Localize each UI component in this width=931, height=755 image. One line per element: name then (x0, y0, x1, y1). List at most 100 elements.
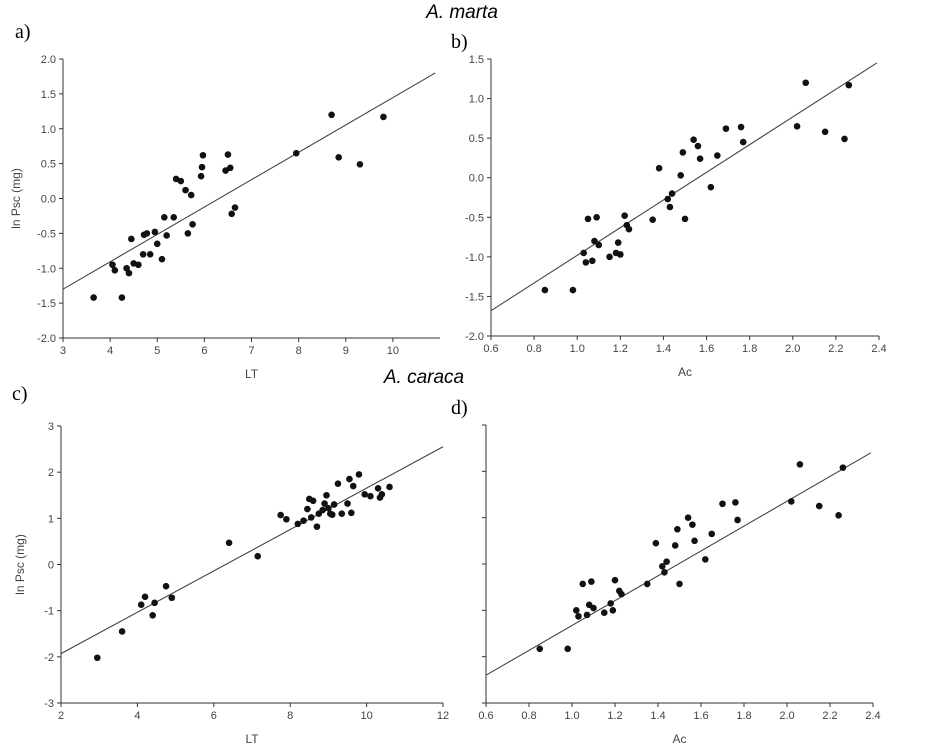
data-point (607, 600, 614, 607)
data-point (346, 475, 353, 483)
x-tick-label: 2.0 (785, 343, 800, 355)
data-point (349, 482, 357, 490)
data-point (707, 183, 715, 191)
data-point (617, 251, 624, 258)
data-point (536, 645, 544, 653)
x-tick-label: 1.0 (564, 710, 579, 722)
data-point (184, 230, 192, 237)
data-point (224, 151, 232, 158)
x-tick-label: 10 (387, 345, 399, 357)
data-point (722, 125, 730, 132)
data-point (589, 257, 596, 265)
data-point (300, 517, 307, 524)
data-point (187, 191, 195, 199)
data-point (580, 249, 587, 257)
y-tick-label: 0.5 (469, 133, 484, 145)
data-point (338, 510, 346, 518)
data-point (618, 590, 625, 598)
x-axis-title: Ac (672, 732, 686, 746)
data-point (334, 480, 342, 488)
data-point (90, 294, 97, 301)
data-point (189, 221, 196, 228)
data-point (182, 186, 189, 194)
data-point (125, 269, 133, 277)
data-point (796, 461, 804, 468)
y-tick-label: -2 (44, 652, 54, 664)
data-point (821, 128, 829, 136)
x-tick-label: 0.6 (483, 343, 498, 355)
data-point (325, 504, 332, 512)
data-point (684, 514, 692, 521)
data-point (676, 580, 683, 588)
data-point (378, 491, 386, 498)
panel-label-c: c) (12, 383, 28, 405)
data-point (228, 210, 236, 218)
data-point (139, 251, 147, 258)
data-point (845, 81, 853, 89)
data-point (118, 628, 126, 635)
y-tick-label: -1.5 (37, 298, 56, 310)
y-tick-label: 2.0 (41, 54, 56, 66)
data-point (197, 172, 205, 180)
x-tick-label: 0.6 (478, 710, 493, 722)
data-point (815, 502, 823, 510)
y-tick-label: -0.5 (465, 212, 484, 224)
x-tick-label: 2.4 (871, 343, 886, 355)
data-point (788, 498, 795, 505)
data-point (254, 552, 262, 560)
data-point (611, 576, 619, 584)
y-axis-title: ln Psc (mg) (9, 168, 23, 229)
data-point (277, 511, 284, 519)
data-point (664, 195, 672, 203)
x-tick-label: 1.8 (736, 710, 751, 722)
y-tick-label: 1.0 (469, 94, 484, 106)
data-point (582, 259, 590, 266)
data-point (677, 172, 684, 179)
data-point (135, 261, 142, 269)
data-point (304, 505, 311, 513)
data-point (335, 154, 342, 161)
data-point (621, 212, 628, 220)
data-point (674, 525, 681, 533)
x-tick-label: 10 (360, 710, 372, 722)
data-point (162, 582, 170, 590)
regression-line (490, 62, 878, 312)
data-point (591, 237, 598, 245)
scatter-chart-b: 0.6 0.8 1.0 1.2 1.4 1.6 1.8 2.0 2.2 2.4 -2.0 -1.5 -1… (465, 54, 887, 379)
data-point (321, 500, 328, 507)
data-point (714, 152, 721, 159)
data-point (361, 491, 368, 498)
data-point (163, 232, 170, 239)
x-tick-label: 4 (134, 710, 140, 722)
data-point (595, 241, 603, 249)
data-point (702, 556, 709, 563)
x-tick-label: 2.2 (822, 710, 837, 722)
data-point (614, 239, 622, 246)
data-point (380, 113, 387, 121)
y-tick-label: 1.0 (41, 124, 56, 136)
data-point (541, 286, 549, 294)
data-point (328, 511, 336, 518)
data-point (283, 515, 290, 523)
data-point (198, 163, 206, 171)
data-point (590, 604, 597, 612)
data-point (328, 111, 335, 119)
y-tick-label: 1.5 (41, 89, 56, 101)
data-point (690, 136, 697, 144)
data-point (593, 213, 600, 221)
data-point (564, 645, 571, 653)
data-point (158, 255, 166, 263)
data-point (793, 122, 801, 130)
data-point (643, 580, 651, 588)
y-tick-label: 0 (48, 560, 54, 572)
data-point (579, 580, 587, 588)
data-point (313, 523, 321, 530)
x-tick-label: 1.2 (607, 710, 622, 722)
data-point (226, 164, 234, 172)
data-point (719, 500, 726, 508)
data-point (374, 485, 382, 492)
data-point (355, 471, 363, 478)
regression-line (62, 72, 436, 290)
data-point (689, 521, 696, 528)
x-tick-label: 1.4 (650, 710, 665, 722)
